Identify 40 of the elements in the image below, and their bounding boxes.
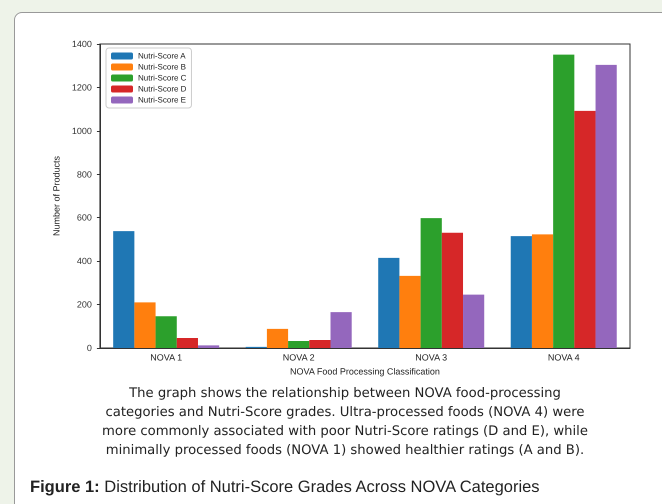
caption: Figure 1: Distribution of Nutri-Score Grades Across NOVA Categories [30, 478, 540, 497]
legend-label: Nutri-Score C [138, 74, 187, 82]
y-tick-label: 1200 [72, 82, 92, 92]
legend-label: Nutri-Score D [138, 84, 187, 94]
y-tick-label: 1000 [72, 126, 92, 136]
x-tick-label: NOVA 3 [415, 352, 448, 362]
bar [532, 234, 554, 348]
bar [134, 302, 156, 348]
bar [309, 340, 331, 348]
x-tick-label: NOVA 1 [150, 352, 182, 362]
legend-label: Nutri-Score A [138, 52, 186, 60]
bar [399, 276, 421, 348]
y-tick-label: 400 [76, 256, 92, 266]
bar [420, 218, 442, 348]
y-tick-label: 600 [76, 212, 92, 223]
y-tick-label: 200 [76, 300, 92, 310]
bar [288, 341, 310, 348]
bar [156, 316, 177, 348]
bar [553, 54, 574, 348]
x-tick-label: NOVA 2 [282, 352, 315, 362]
legend-label: Nutri-Score B [138, 62, 186, 72]
bar [176, 338, 198, 348]
x-axis-title: NOVA Food Processing Classification [290, 366, 440, 376]
y-tick-label: 0 [86, 343, 92, 353]
bar [574, 110, 596, 348]
y-tick-label: 1400 [72, 39, 92, 49]
bar [596, 64, 617, 348]
bar [378, 258, 400, 348]
bar [198, 345, 220, 348]
y-axis-title: Number of Products [52, 155, 62, 236]
bar [510, 236, 532, 348]
bar [463, 294, 484, 348]
x-tick-label: NOVA 4 [548, 352, 580, 362]
legend-label: Nutri-Score E [138, 96, 186, 104]
bar [113, 231, 134, 348]
bar [330, 312, 352, 348]
y-tick-label: 800 [76, 169, 92, 180]
bar [442, 232, 464, 348]
text: The graph shows the relationship between NOVA food-processing categories and Nutri-Score grades. Ultra-processed foods (NOVA 4) were more commonly associated with poor Nutri-Score ratings (D and E), while minimally processed foods (NOVA 1) showed healthier ratings (A and B). [101, 385, 589, 460]
bar [266, 328, 288, 348]
